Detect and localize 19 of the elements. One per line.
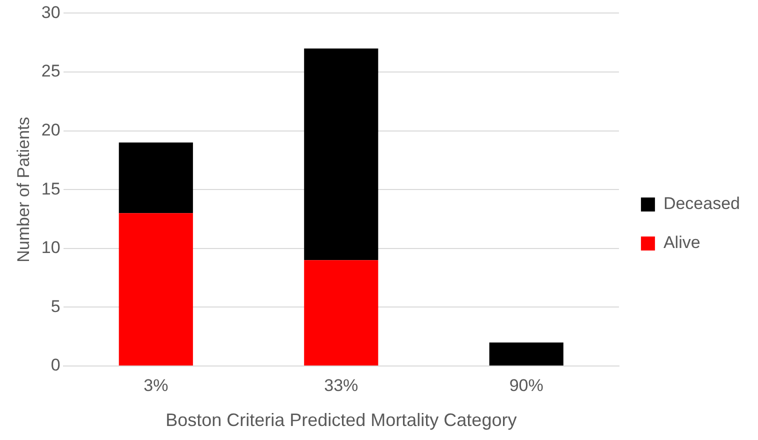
x-axis-title: Boston Criteria Predicted Mortality Category xyxy=(166,410,517,430)
y-tick-label: 10 xyxy=(41,238,60,258)
bar xyxy=(304,260,378,366)
y-tick-label: 15 xyxy=(41,179,60,198)
y-axis-title: Number of Patients xyxy=(14,116,33,262)
bar xyxy=(304,48,378,260)
legend-label: Alive xyxy=(663,233,700,252)
bar xyxy=(118,213,193,366)
y-tick-label: 25 xyxy=(41,62,60,81)
y-tick-label: 20 xyxy=(41,120,60,140)
x-tick-label: 90% xyxy=(509,376,544,395)
x-tick-label: 33% xyxy=(324,376,358,395)
y-tick-label: 0 xyxy=(50,356,60,375)
x-tick-label: 3% xyxy=(144,376,168,395)
legend-label: Deceased xyxy=(663,194,740,214)
bar xyxy=(118,142,193,214)
y-tick-label: 5 xyxy=(50,296,60,316)
bar xyxy=(489,342,564,366)
y-tick-label: 30 xyxy=(41,2,60,22)
